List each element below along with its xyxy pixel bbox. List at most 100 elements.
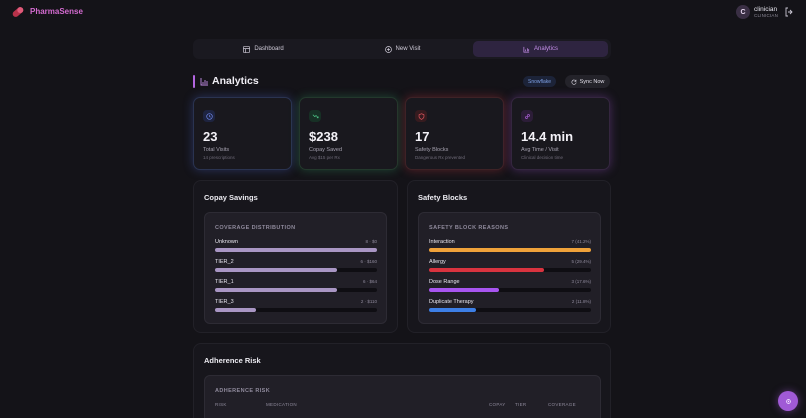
logout-icon[interactable] xyxy=(784,7,794,17)
safety-block-reasons-card: SAFETY BLOCK REASONS Interaction 7 (41.2… xyxy=(418,212,601,324)
row-count: 2 · $110 xyxy=(360,299,377,304)
row-count: 6 · $160 xyxy=(360,259,377,264)
kpi-sub: Clinical decision time xyxy=(521,155,564,160)
dashboard-icon xyxy=(243,45,251,53)
kpi-value: 23 xyxy=(203,129,218,144)
section-accent-bar xyxy=(193,75,195,88)
kpi-sub: 14 prescriptions xyxy=(203,155,235,160)
coverage-row: TIER_3 2 · $110 xyxy=(215,299,377,315)
bar-fill xyxy=(215,248,377,252)
column-header-medication[interactable]: MEDICATION xyxy=(266,402,297,407)
row-name: Unknown xyxy=(215,239,238,245)
row-name: Allergy xyxy=(429,259,446,265)
tab-new-visit[interactable]: New Visit xyxy=(336,41,469,57)
tab-label: Analytics xyxy=(533,46,558,52)
sync-now-label: Sync Now xyxy=(579,78,605,85)
kpi-card-safety-blocks: 17 Safety Blocks Dangerous Rx prevented xyxy=(405,97,504,170)
column-header-tier[interactable]: TIER xyxy=(515,402,527,407)
sync-now-button[interactable]: Sync Now xyxy=(565,75,610,88)
avatar[interactable]: C xyxy=(736,5,750,19)
bar-track xyxy=(429,308,591,312)
card-title: COVERAGE DISTRIBUTION xyxy=(215,225,296,231)
row-count: 6 · $64 xyxy=(362,279,377,284)
panel-title: Copay Savings xyxy=(204,193,258,202)
page-title: Analytics xyxy=(212,75,259,87)
row-count: 7 (41.2%) xyxy=(571,239,591,244)
kpi-value: $238 xyxy=(309,129,338,144)
bar-track xyxy=(215,268,377,272)
link-icon xyxy=(521,110,533,122)
row-name: Duplicate Therapy xyxy=(429,299,474,305)
bar-track xyxy=(215,288,377,292)
card-title: ADHERENCE RISK xyxy=(215,388,271,394)
clock-icon xyxy=(203,110,215,122)
kpi-label: Total Visits xyxy=(203,147,230,153)
safety-blocks-panel: Safety Blocks SAFETY BLOCK REASONS Inter… xyxy=(407,180,611,333)
brand-name: PharmaSense xyxy=(30,7,83,16)
coverage-row: TIER_2 6 · $160 xyxy=(215,259,377,275)
kpi-sub: Avg $15 per Rx xyxy=(309,155,340,160)
row-name: TIER_3 xyxy=(215,299,234,305)
bar-chart-icon xyxy=(200,78,208,86)
reason-row: Allergy 5 (29.4%) xyxy=(429,259,591,275)
column-header-coverage[interactable]: COVERAGE xyxy=(548,402,576,407)
kpi-card-avg-time: 14.4 min Avg Time / Visit Clinical decis… xyxy=(511,97,610,170)
coverage-row: TIER_1 6 · $64 xyxy=(215,279,377,295)
reason-row: Dose Range 3 (17.6%) xyxy=(429,279,591,295)
bar-fill xyxy=(215,308,256,312)
bar-track xyxy=(429,248,591,252)
kpi-label: Safety Blocks xyxy=(415,147,449,153)
row-name: Dose Range xyxy=(429,279,460,285)
bar-chart-icon xyxy=(523,46,530,52)
kpi-value: 14.4 min xyxy=(521,129,574,144)
panel-title: Adherence Risk xyxy=(204,356,261,365)
row-count: 3 (17.6%) xyxy=(571,279,591,284)
kpi-card-copay-saved: $238 Copay Saved Avg $15 per Rx xyxy=(299,97,398,170)
row-count: 2 (11.8%) xyxy=(571,299,591,304)
trend-down-icon xyxy=(309,110,321,122)
reason-row: Duplicate Therapy 2 (11.8%) xyxy=(429,299,591,315)
nav-tabs: Dashboard New Visit Analytics xyxy=(193,39,611,59)
sparkle-icon xyxy=(785,398,791,404)
user-role: CLINICIAN xyxy=(754,13,779,18)
row-count: 8 · $0 xyxy=(365,239,377,244)
shield-icon xyxy=(415,110,427,122)
bar-track xyxy=(215,248,377,252)
bar-fill xyxy=(215,288,337,292)
card-title: SAFETY BLOCK REASONS xyxy=(429,225,509,231)
adherence-risk-table: ADHERENCE RISK RISK MEDICATION COPAY TIE… xyxy=(204,375,601,418)
kpi-sub: Dangerous Rx prevented xyxy=(415,155,466,160)
tab-analytics[interactable]: Analytics xyxy=(473,41,608,57)
bar-fill xyxy=(429,248,591,252)
coverage-distribution-card: COVERAGE DISTRIBUTION Unknown 8 · $0 TIE… xyxy=(204,212,387,324)
row-name: TIER_2 xyxy=(215,259,234,265)
kpi-label: Avg Time / Visit xyxy=(521,147,559,153)
assistant-fab-button[interactable] xyxy=(778,391,798,411)
kpi-value: 17 xyxy=(415,129,430,144)
row-name: Interaction xyxy=(429,239,455,245)
tab-label: Dashboard xyxy=(254,46,284,52)
bar-track xyxy=(429,288,591,292)
kpi-card-total-visits: 23 Total Visits 14 prescriptions xyxy=(193,97,292,170)
adherence-risk-panel: Adherence Risk ADHERENCE RISK RISK MEDIC… xyxy=(193,343,611,418)
row-name: TIER_1 xyxy=(215,279,234,285)
bar-track xyxy=(429,268,591,272)
tab-dashboard[interactable]: Dashboard xyxy=(197,41,330,57)
refresh-icon xyxy=(571,79,577,85)
column-header-risk[interactable]: RISK xyxy=(215,402,227,407)
kpi-label: Copay Saved xyxy=(309,147,343,153)
panel-title: Safety Blocks xyxy=(418,193,468,202)
pill-logo-icon xyxy=(12,7,24,17)
bar-fill xyxy=(429,268,545,272)
copay-savings-panel: Copay Savings COVERAGE DISTRIBUTION Unkn… xyxy=(193,180,398,333)
top-bar: PharmaSense C clinician CLINICIAN xyxy=(0,0,806,24)
data-source-badge: Snowflake xyxy=(523,76,557,87)
coverage-row: Unknown 8 · $0 xyxy=(215,239,377,255)
bar-fill xyxy=(215,268,337,272)
column-header-copay[interactable]: COPAY xyxy=(489,402,506,407)
bar-fill xyxy=(429,288,499,292)
plus-circle-icon xyxy=(384,45,392,53)
bar-fill xyxy=(429,308,476,312)
reason-row: Interaction 7 (41.2%) xyxy=(429,239,591,255)
bar-track xyxy=(215,308,377,312)
